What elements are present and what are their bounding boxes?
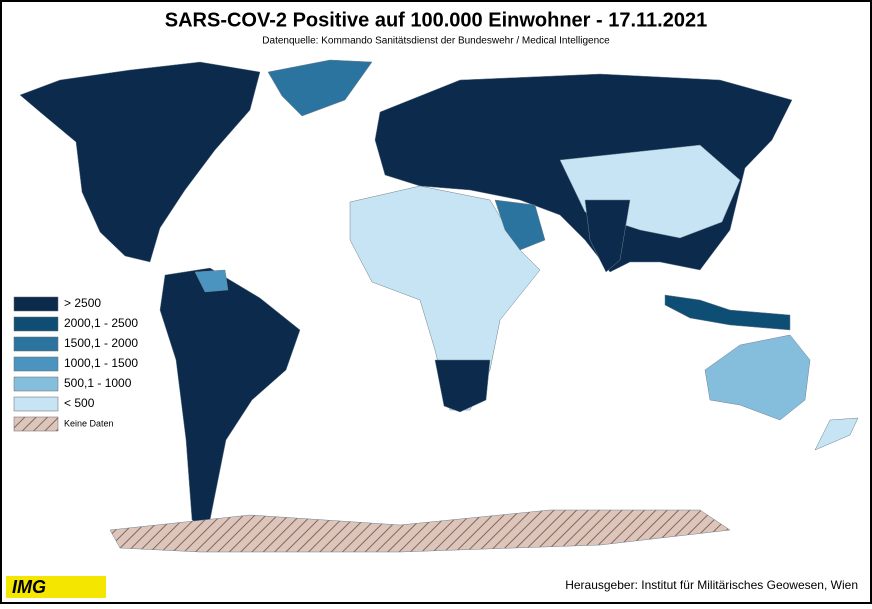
legend-label: 1000,1 - 1500 [64, 356, 138, 370]
india [584, 199, 631, 273]
legend-label: Keine Daten [64, 418, 114, 428]
legend-swatch [13, 316, 59, 332]
legend-swatch [13, 296, 59, 312]
antarctica [109, 509, 731, 553]
legend-label: 2000,1 - 2500 [64, 316, 138, 330]
subtitle: Datenquelle: Kommando Sanitätsdienst der… [262, 36, 610, 47]
new-zealand [814, 417, 859, 451]
greenland [267, 59, 373, 117]
title: SARS-COV-2 Positive auf 100.000 Einwohne… [165, 9, 707, 31]
australia [704, 334, 811, 421]
legend-swatch [13, 356, 59, 372]
legend-swatch [13, 376, 59, 392]
legend-swatch [13, 336, 59, 352]
legend: > 2500 2000,1 - 2500 1500,1 - 2000 1000,1 -… [13, 296, 138, 432]
legend-label: > 2500 [64, 296, 101, 310]
logo: IMG [12, 577, 46, 597]
legend-swatch [13, 396, 59, 412]
legend-label: < 500 [64, 396, 95, 410]
legend-label: 1500,1 - 2000 [64, 336, 138, 350]
arabia [494, 199, 546, 251]
land [19, 59, 859, 553]
north-america [19, 61, 261, 263]
indonesia [664, 294, 791, 331]
legend-swatch [13, 416, 59, 432]
publisher: Herausgeber: Institut für Militärisches … [565, 578, 858, 592]
logo-box [6, 576, 106, 598]
venezuela [194, 269, 229, 293]
southern-africa [434, 359, 491, 413]
south-america [159, 267, 301, 531]
legend-label: 500,1 - 1000 [64, 376, 132, 390]
